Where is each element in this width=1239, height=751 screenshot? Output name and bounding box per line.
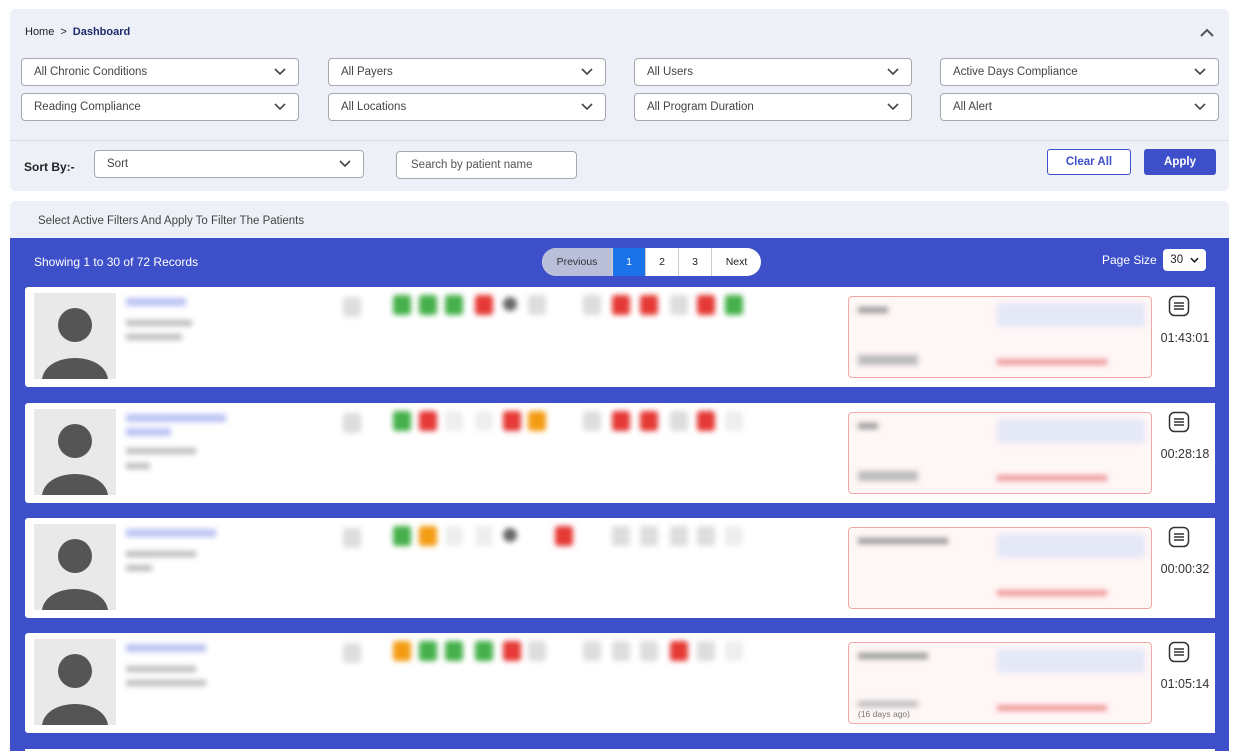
sort-label: Sort By:-	[24, 160, 75, 174]
notes-pill	[997, 419, 1145, 443]
clear-all-button[interactable]: Clear All	[1047, 149, 1131, 175]
notes-document-icon[interactable]	[1168, 295, 1190, 317]
chevron-down-icon	[1190, 257, 1199, 263]
breadcrumb-current: Dashboard	[72, 26, 131, 38]
page-button-2[interactable]: 2	[645, 248, 678, 276]
sort-select[interactable]: Sort	[94, 150, 364, 178]
page-size-value: 30	[1170, 254, 1184, 266]
patient-timer: 01:43:01	[1160, 331, 1210, 345]
page-size-label: Page Size	[1102, 253, 1157, 267]
avatar	[34, 639, 116, 725]
patient-card[interactable]: 00:00:32	[25, 518, 1215, 618]
breadcrumb-separator: >	[60, 26, 67, 38]
notes-document-icon[interactable]	[1168, 411, 1190, 433]
next-page-button[interactable]: Next	[711, 248, 761, 276]
users-select[interactable]: All Users	[634, 58, 912, 86]
page-button-3[interactable]: 3	[678, 248, 711, 276]
payers-select[interactable]: All Payers	[328, 58, 606, 86]
select-value: All Program Duration	[647, 101, 754, 113]
chevron-down-icon	[887, 103, 899, 111]
chevron-down-icon	[887, 68, 899, 76]
select-value: All Chronic Conditions	[34, 66, 148, 78]
chevron-down-icon	[1194, 68, 1206, 76]
timer-section: 00:00:32	[1155, 518, 1215, 618]
select-value: All Alert	[953, 101, 992, 113]
apply-button[interactable]: Apply	[1144, 149, 1216, 175]
chevron-down-icon	[581, 68, 593, 76]
select-value: All Payers	[341, 66, 393, 78]
patient-timer: 00:28:18	[1160, 447, 1210, 461]
patient-timer: 01:05:14	[1160, 677, 1210, 691]
timer-section: 01:05:14	[1155, 633, 1215, 733]
select-value: Active Days Compliance	[953, 66, 1078, 78]
chronic-conditions-select[interactable]: All Chronic Conditions	[21, 58, 299, 86]
reading-compliance-select[interactable]: Reading Compliance	[21, 93, 299, 121]
notes-box	[848, 296, 1152, 378]
records-count: Showing 1 to 30 of 72 Records	[34, 255, 199, 269]
filter-info-text: Select Active Filters And Apply To Filte…	[38, 215, 305, 227]
notes-days-ago: (16 days ago)	[858, 709, 910, 719]
patient-card[interactable]: (16 days ago) 01:05:14	[25, 633, 1215, 733]
notes-document-icon[interactable]	[1168, 641, 1190, 663]
next-card-edge	[25, 749, 1215, 751]
chevron-down-icon	[339, 160, 351, 168]
patient-search-input[interactable]	[396, 151, 577, 179]
avatar	[34, 409, 116, 495]
avatar-placeholder-icon	[42, 308, 108, 379]
alert-select[interactable]: All Alert	[940, 93, 1219, 121]
breadcrumb: Home > Dashboard	[25, 26, 130, 38]
page-size-select[interactable]: 30	[1163, 249, 1206, 271]
filter-panel: Home > Dashboard All Chronic Conditions …	[10, 9, 1229, 191]
program-duration-select[interactable]: All Program Duration	[634, 93, 912, 121]
chevron-down-icon	[274, 68, 286, 76]
avatar	[34, 293, 116, 379]
select-value: All Locations	[341, 101, 407, 113]
notes-document-icon[interactable]	[1168, 526, 1190, 548]
notes-box	[848, 412, 1152, 494]
panel-divider	[10, 140, 1229, 141]
locations-select[interactable]: All Locations	[328, 93, 606, 121]
patient-card[interactable]: 01:43:01	[25, 287, 1215, 387]
select-value: Sort	[107, 158, 129, 170]
breadcrumb-home[interactable]: Home	[25, 26, 55, 38]
avatar-placeholder-icon	[42, 539, 108, 610]
pagination: Previous 1 2 3 Next	[542, 248, 761, 276]
chevron-up-icon	[1200, 28, 1214, 37]
avatar	[34, 524, 116, 610]
notes-box	[848, 527, 1152, 609]
collapse-panel-button[interactable]	[1199, 27, 1215, 39]
select-value: All Users	[647, 66, 694, 78]
previous-page-button[interactable]: Previous	[542, 248, 612, 276]
notes-pill	[997, 303, 1145, 327]
timer-section: 00:28:18	[1155, 403, 1215, 503]
active-days-compliance-select[interactable]: Active Days Compliance	[940, 58, 1219, 86]
chevron-down-icon	[581, 103, 593, 111]
notes-pill	[997, 649, 1145, 673]
page-button-1[interactable]: 1	[612, 248, 645, 276]
patient-card[interactable]: 00:28:18	[25, 403, 1215, 503]
filter-info-bar: Select Active Filters And Apply To Filte…	[10, 201, 1229, 239]
patient-list: Showing 1 to 30 of 72 Records Previous 1…	[10, 238, 1229, 751]
select-value: Reading Compliance	[34, 101, 141, 113]
patient-timer: 00:00:32	[1160, 562, 1210, 576]
avatar-placeholder-icon	[42, 424, 108, 495]
notes-box: (16 days ago)	[848, 642, 1152, 724]
chevron-down-icon	[274, 103, 286, 111]
avatar-placeholder-icon	[42, 654, 108, 725]
chevron-down-icon	[1194, 103, 1206, 111]
notes-pill	[997, 534, 1145, 558]
timer-section: 01:43:01	[1155, 287, 1215, 387]
